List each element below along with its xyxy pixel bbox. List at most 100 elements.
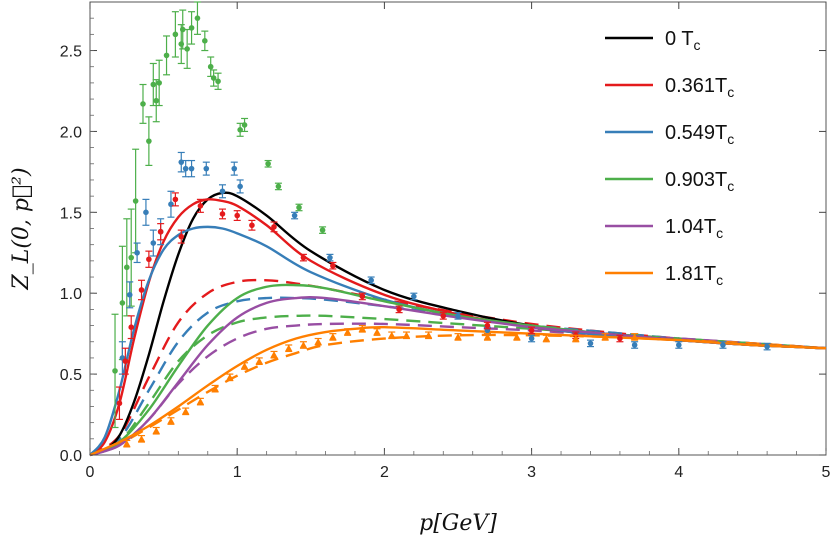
point-0-361tc-lattice xyxy=(617,335,623,342)
point-1-81tc-lattice xyxy=(373,328,381,335)
point-0-361tc-lattice xyxy=(116,400,123,407)
legend: 0 Tc 0.361Tc 0.549Tc 0.903Tc 1.04Tc 1.81Tc xyxy=(605,28,734,288)
point-0-361tc-lattice xyxy=(359,293,366,300)
point-0-903tc-lattice xyxy=(163,52,170,59)
point-0-361tc-lattice xyxy=(271,224,277,230)
legend-label: 0.361Tc xyxy=(665,75,734,100)
point-1-81tc-lattice xyxy=(424,331,433,339)
point-0-903tc-lattice xyxy=(296,204,302,211)
y-tick-label: 0.5 xyxy=(60,367,82,384)
point-0-361tc-lattice xyxy=(249,222,255,229)
point-0-903tc-lattice xyxy=(194,15,201,21)
point-0-903tc-lattice xyxy=(150,81,157,88)
point-0-361tc-lattice xyxy=(197,203,204,209)
curve-0-361tc-model xyxy=(89,278,827,457)
point-0-903tc-lattice xyxy=(124,264,130,271)
point-0-903tc-lattice xyxy=(241,122,248,128)
point-0-903tc-lattice xyxy=(188,25,195,31)
point-0-903tc-lattice xyxy=(215,78,221,85)
y-tick-label: 1.0 xyxy=(60,286,82,303)
point-1-81tc-lattice xyxy=(314,338,322,345)
point-0-549tc-lattice xyxy=(126,292,133,298)
legend-label: 0 Tc xyxy=(665,28,701,53)
curve-1-81tc xyxy=(89,325,827,457)
point-0-903tc-lattice xyxy=(153,97,160,104)
point-1-81tc-lattice xyxy=(211,385,219,392)
point-1-81tc-lattice xyxy=(483,333,492,340)
point-0-549tc-lattice xyxy=(188,165,195,172)
point-0-549tc-lattice xyxy=(587,340,594,347)
point-0-361tc-lattice xyxy=(219,211,226,217)
point-0-361tc-lattice xyxy=(528,327,535,334)
point-0-903tc-lattice xyxy=(179,26,186,33)
point-0-549tc-lattice xyxy=(720,342,726,348)
point-0-549tc-lattice xyxy=(327,254,333,261)
point-0-903tc-lattice xyxy=(119,300,126,306)
point-0-361tc-lattice xyxy=(234,212,240,219)
point-0-361tc-lattice xyxy=(146,256,152,263)
point-0-549tc-lattice xyxy=(455,313,461,319)
point-0-361tc-lattice xyxy=(300,254,307,261)
y-axis: 0.0 0.5 1.0 1.5 2.0 2.5 xyxy=(60,17,826,465)
point-0-549tc-lattice xyxy=(291,212,298,219)
point-0-361tc-lattice xyxy=(396,306,402,313)
y-axis-title: Z_L(0, p⃗²) xyxy=(9,167,34,290)
point-1-81tc-lattice xyxy=(123,440,131,447)
curve-1-04tc xyxy=(89,296,827,457)
point-1-81tc-lattice xyxy=(270,351,278,358)
plot-area: 0 1 2 3 4 5 0.0 0.5 1.0 1.5 2.0 2.5 xyxy=(60,1,830,481)
point-0-549tc-lattice xyxy=(368,277,374,284)
point-1-81tc-lattice xyxy=(402,331,411,339)
point-0-549tc-lattice xyxy=(676,342,682,348)
point-0-549tc-lattice xyxy=(134,249,140,256)
y-tick-label: 2.5 xyxy=(60,44,82,61)
point-1-81tc-lattice xyxy=(601,333,609,340)
x-axis: 0 1 2 3 4 5 xyxy=(86,2,830,481)
curves xyxy=(89,191,827,457)
x-tick-label: 4 xyxy=(674,464,683,481)
point-1-81tc-lattice xyxy=(299,341,308,348)
point-0-903tc-lattice xyxy=(210,75,217,81)
point-0-903tc-lattice xyxy=(319,227,326,233)
y-tick-label: 0.0 xyxy=(60,448,82,465)
point-1-81tc-lattice xyxy=(631,333,639,340)
point-0-549tc-lattice xyxy=(631,342,638,348)
legend-label: 1.81Tc xyxy=(665,263,723,288)
point-0-549tc-lattice xyxy=(764,343,770,350)
point-1-81tc-lattice xyxy=(513,333,521,340)
point-0-549tc-lattice xyxy=(219,188,226,195)
point-1-81tc-lattice xyxy=(167,417,175,424)
point-0-549tc-lattice xyxy=(143,209,149,216)
point-0-903tc-lattice xyxy=(128,254,135,261)
y-tick-label: 1.5 xyxy=(60,205,82,222)
point-0-361tc-lattice xyxy=(172,196,179,203)
point-1-81tc-lattice xyxy=(196,398,204,405)
point-0-903tc-lattice xyxy=(132,198,139,204)
x-tick-label: 3 xyxy=(527,464,536,481)
point-0-361tc-lattice xyxy=(122,358,129,364)
point-1-81tc-lattice xyxy=(454,333,462,340)
point-0-903tc-lattice xyxy=(202,38,208,44)
point-1-81tc-lattice xyxy=(240,362,249,369)
point-1-81tc-lattice xyxy=(329,333,337,340)
point-0-549tc-lattice xyxy=(203,165,210,172)
legend-label: 1.04Tc xyxy=(665,216,723,241)
point-1-81tc-lattice xyxy=(358,325,366,332)
point-0-903tc-lattice xyxy=(184,46,190,52)
point-0-361tc-lattice xyxy=(128,324,135,330)
y-tick-label: 2.0 xyxy=(60,124,82,141)
point-0-361tc-lattice xyxy=(330,262,336,269)
legend-label: 0.903Tc xyxy=(665,169,734,194)
point-1-81tc-lattice xyxy=(542,334,550,342)
point-1-81tc-lattice xyxy=(255,357,263,365)
legend-label: 0.549Tc xyxy=(665,122,734,147)
point-0-903tc-lattice xyxy=(140,101,146,107)
point-1-81tc-lattice xyxy=(344,328,352,335)
point-1-81tc-lattice xyxy=(182,407,190,415)
point-1-81tc-lattice xyxy=(152,427,160,434)
data-points xyxy=(111,1,771,448)
point-0-549tc-lattice xyxy=(528,335,535,342)
x-tick-label: 5 xyxy=(822,464,830,481)
point-0-549tc-lattice xyxy=(411,293,417,300)
